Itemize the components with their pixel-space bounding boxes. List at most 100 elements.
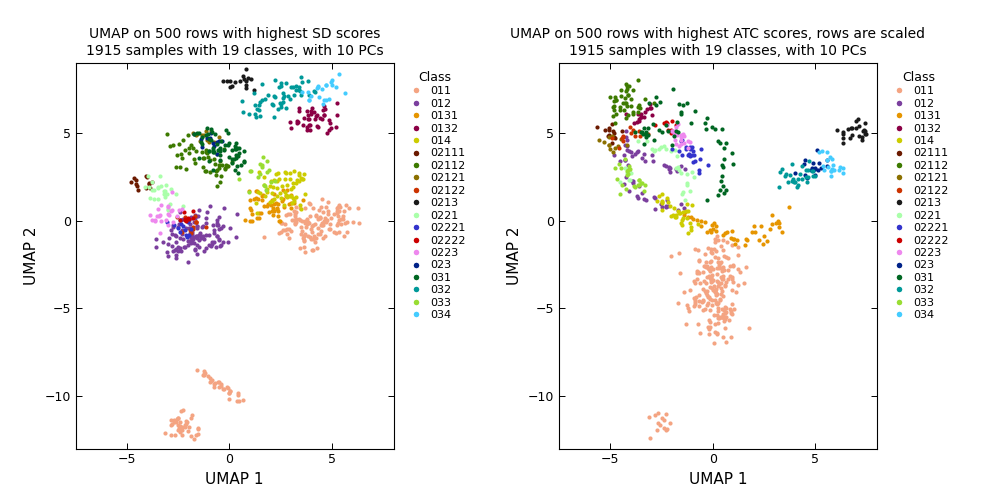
Point (293, 91, 309, 99)
Point (716, 266, 732, 274)
Point (722, 262, 738, 270)
Point (711, 264, 727, 272)
Point (715, 272, 731, 280)
Point (206, 155, 222, 163)
Point (178, 217, 195, 225)
Point (163, 226, 179, 234)
Point (295, 175, 311, 183)
Point (302, 126, 319, 134)
Point (299, 232, 316, 240)
Point (642, 433, 658, 442)
Point (676, 196, 692, 204)
Point (273, 182, 289, 191)
Point (668, 211, 684, 219)
Point (276, 220, 292, 228)
Point (670, 100, 686, 108)
Point (168, 232, 184, 240)
Point (256, 181, 272, 190)
Point (184, 230, 201, 238)
Point (196, 222, 212, 230)
Title: UMAP on 500 rows with highest ATC scores, rows are scaled
1915 samples with 19 c: UMAP on 500 rows with highest ATC scores… (510, 27, 925, 57)
Point (685, 158, 702, 166)
Point (613, 86, 629, 94)
Point (618, 99, 634, 107)
Point (698, 218, 714, 226)
Point (717, 229, 733, 237)
Point (755, 240, 771, 248)
Point (717, 318, 733, 326)
Point (668, 120, 684, 129)
Point (676, 288, 692, 296)
Point (174, 426, 191, 434)
Point (709, 232, 725, 240)
Point (627, 128, 643, 136)
Point (617, 180, 633, 188)
Point (153, 217, 169, 225)
Point (180, 132, 197, 140)
Point (656, 416, 672, 424)
Point (705, 296, 721, 304)
Point (195, 154, 211, 162)
Point (651, 98, 667, 106)
Point (171, 228, 187, 236)
Point (339, 218, 355, 226)
Point (670, 206, 686, 214)
Point (303, 222, 320, 230)
Point (290, 86, 306, 94)
Point (209, 166, 225, 174)
Point (218, 161, 234, 169)
Point (682, 219, 699, 227)
Point (176, 242, 193, 250)
Point (683, 151, 700, 159)
Point (738, 235, 754, 243)
Point (707, 235, 723, 243)
Point (690, 220, 707, 228)
Point (611, 144, 627, 152)
Point (617, 141, 633, 149)
Point (692, 329, 709, 337)
Point (682, 152, 699, 160)
Point (310, 83, 327, 91)
Point (596, 138, 612, 146)
Point (720, 254, 736, 262)
Point (835, 169, 851, 177)
Point (697, 119, 713, 127)
Point (194, 138, 210, 146)
Point (652, 200, 668, 208)
Point (282, 192, 298, 200)
Point (292, 205, 308, 213)
Point (252, 160, 268, 168)
Point (190, 233, 206, 241)
Point (190, 212, 206, 220)
Point (709, 270, 725, 278)
Point (681, 138, 698, 146)
Point (201, 231, 217, 239)
Point (623, 148, 639, 156)
Point (186, 130, 203, 138)
Point (236, 157, 252, 165)
Point (264, 207, 280, 215)
Point (806, 164, 823, 172)
Point (249, 209, 265, 217)
Point (187, 131, 204, 139)
Point (137, 183, 153, 192)
Point (795, 160, 811, 168)
Point (313, 221, 330, 229)
Point (665, 211, 681, 219)
Point (715, 182, 731, 191)
Point (695, 285, 711, 293)
Point (175, 202, 192, 210)
Point (238, 77, 254, 85)
Point (730, 265, 746, 273)
Point (191, 154, 207, 162)
Point (286, 220, 302, 228)
Point (166, 417, 182, 425)
Point (615, 133, 631, 141)
Point (198, 230, 214, 238)
Point (625, 86, 641, 94)
Point (650, 409, 666, 417)
Point (302, 225, 319, 233)
Point (213, 224, 229, 232)
Point (275, 94, 291, 102)
Point (604, 120, 620, 128)
